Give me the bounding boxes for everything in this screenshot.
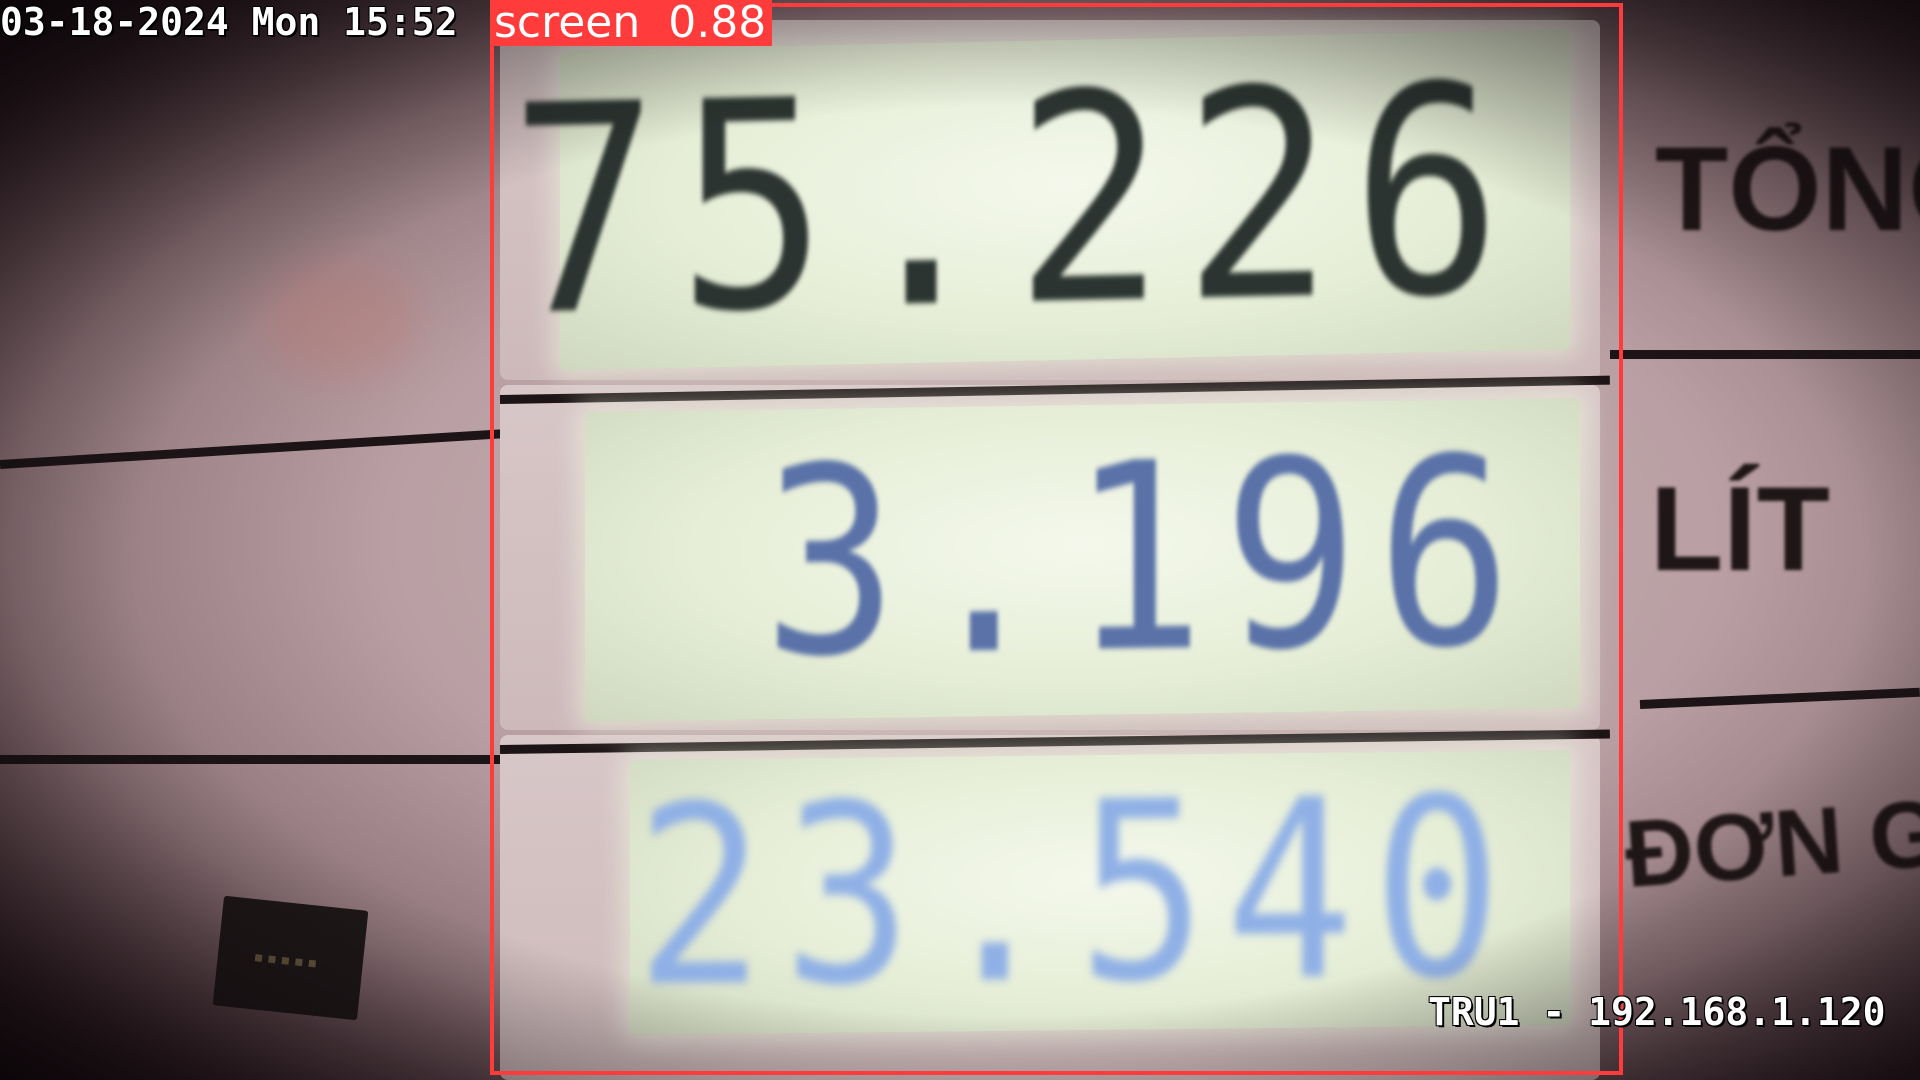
unit-price-label: ĐƠN G bbox=[1621, 780, 1920, 908]
panel-divider bbox=[0, 755, 520, 764]
total-label: TỔNG bbox=[1655, 122, 1920, 256]
detection-class: screen bbox=[494, 0, 641, 48]
detection-label: screen 0.88 bbox=[490, 0, 773, 48]
liters-label: LÍT bbox=[1650, 462, 1830, 596]
osd-timestamp: 03-18-2024 Mon 15:52 bbox=[0, 0, 458, 44]
osd-camera-info: TRU1 - 192.168.1.120 bbox=[1428, 990, 1886, 1034]
card-reader: ▪▪▪▪▪ bbox=[212, 895, 369, 1021]
panel-divider bbox=[0, 428, 520, 469]
card-contacts-icon: ▪▪▪▪▪ bbox=[253, 949, 322, 973]
panel-divider bbox=[1639, 687, 1920, 709]
detection-confidence: 0.88 bbox=[668, 0, 767, 48]
detection-bounding-box bbox=[490, 3, 1623, 1075]
panel-stain bbox=[260, 260, 420, 380]
panel-divider bbox=[1610, 350, 1920, 359]
